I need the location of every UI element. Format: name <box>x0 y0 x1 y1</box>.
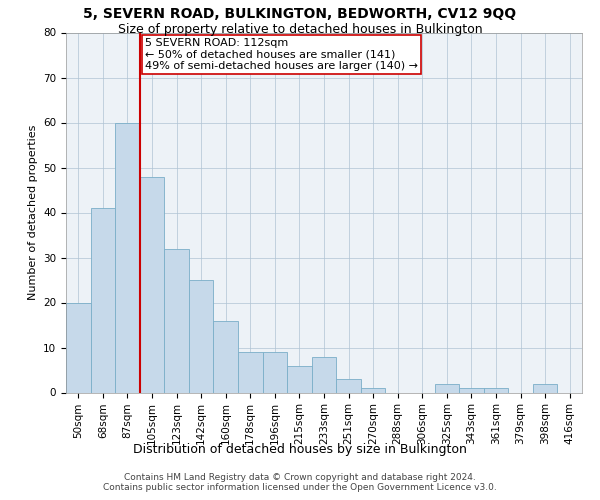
Y-axis label: Number of detached properties: Number of detached properties <box>28 125 38 300</box>
Bar <box>459 388 484 392</box>
Bar <box>336 379 361 392</box>
Text: 5, SEVERN ROAD, BULKINGTON, BEDWORTH, CV12 9QQ: 5, SEVERN ROAD, BULKINGTON, BEDWORTH, CV… <box>83 8 517 22</box>
Bar <box>189 280 214 392</box>
Bar <box>164 248 189 392</box>
Bar <box>287 366 312 392</box>
Bar <box>533 384 557 392</box>
Bar <box>140 176 164 392</box>
Bar <box>238 352 263 393</box>
Text: Distribution of detached houses by size in Bulkington: Distribution of detached houses by size … <box>133 442 467 456</box>
Text: Size of property relative to detached houses in Bulkington: Size of property relative to detached ho… <box>118 22 482 36</box>
Bar <box>484 388 508 392</box>
Text: 5 SEVERN ROAD: 112sqm
← 50% of detached houses are smaller (141)
49% of semi-det: 5 SEVERN ROAD: 112sqm ← 50% of detached … <box>145 38 418 71</box>
Text: Contains HM Land Registry data © Crown copyright and database right 2024.
Contai: Contains HM Land Registry data © Crown c… <box>103 472 497 492</box>
Bar <box>91 208 115 392</box>
Bar <box>434 384 459 392</box>
Bar <box>66 302 91 392</box>
Bar <box>263 352 287 393</box>
Bar <box>115 122 140 392</box>
Bar <box>361 388 385 392</box>
Bar <box>312 356 336 392</box>
Bar <box>214 320 238 392</box>
